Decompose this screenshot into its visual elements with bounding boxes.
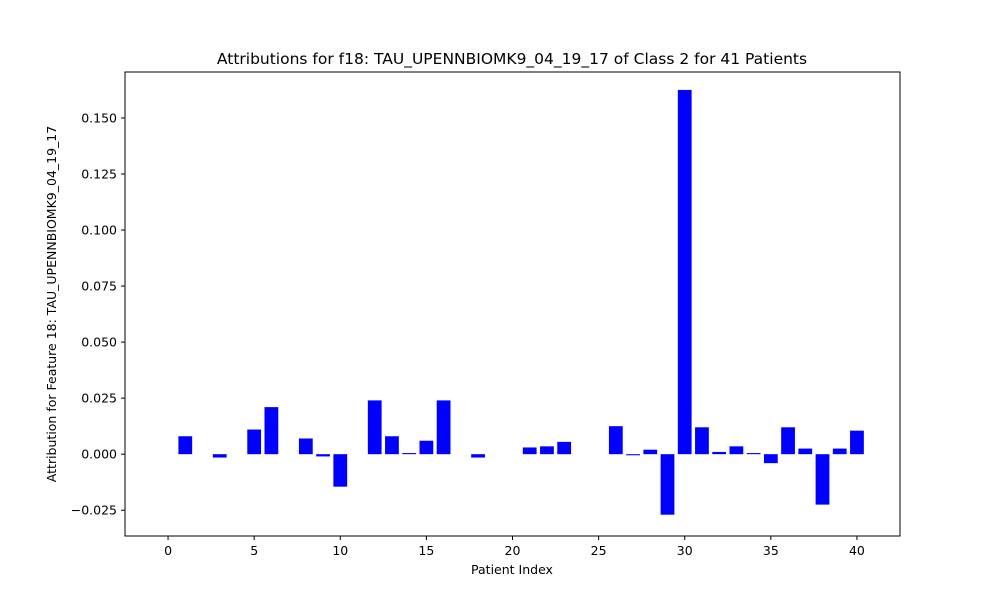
y-tick-label: 0.150 (81, 110, 117, 125)
bar-patient-14 (402, 453, 417, 455)
bar-patient-39 (832, 448, 847, 455)
x-tick-label: 10 (332, 543, 348, 558)
y-tick-label: 0.100 (81, 223, 117, 238)
y-axis: −0.025 0.000 0.025 0.050 0.075 0.100 0.125 0.15… (71, 110, 125, 518)
bar-patient-12 (367, 400, 382, 455)
bar-patient-28 (643, 449, 658, 455)
x-tick-label: 0 (164, 543, 172, 558)
bar-patient-33 (729, 446, 744, 455)
bar-patient-10 (333, 454, 348, 487)
bar-patient-3 (212, 454, 227, 458)
bar-patient-5 (247, 429, 262, 455)
bar-patient-30 (677, 89, 692, 455)
bar-patient-37 (798, 448, 813, 455)
x-tick-label: 30 (677, 543, 693, 558)
x-axis: 0 5 10 15 20 25 30 35 40 (164, 536, 865, 558)
bar-patient-16 (436, 400, 451, 455)
y-axis-label: Attribution for Feature 18: TAU_UPENNBIO… (44, 126, 59, 482)
bar-patient-23 (557, 441, 572, 455)
x-tick-label: 15 (418, 543, 434, 558)
x-tick-label: 35 (763, 543, 779, 558)
y-tick-label: 0.025 (81, 391, 117, 406)
bar-patient-32 (712, 451, 727, 455)
bar-patient-26 (608, 426, 623, 455)
bar-patient-36 (781, 427, 795, 455)
y-tick-label: 0.075 (81, 279, 117, 294)
y-tick-label: 0.125 (81, 166, 117, 181)
y-tick-label: −0.025 (71, 503, 117, 518)
bar-patient-38 (815, 454, 830, 505)
bar-patient-8 (298, 438, 313, 455)
bar-patient-22 (540, 446, 554, 455)
chart-title: Attributions for f18: TAU_UPENNBIOMK9_04… (217, 50, 807, 69)
x-axis-label: Patient Index (471, 562, 553, 577)
bar-patient-34 (746, 453, 761, 455)
bars-group (178, 89, 864, 515)
bar-patient-31 (695, 427, 709, 455)
y-tick-label: 0.000 (81, 447, 117, 462)
bar-patient-1 (178, 436, 193, 455)
x-tick-label: 20 (505, 543, 521, 558)
bar-patient-9 (316, 454, 330, 457)
bar-patient-35 (763, 454, 778, 464)
y-tick-label: 0.050 (81, 335, 117, 350)
bar-patient-29 (660, 454, 675, 515)
bar-patient-15 (419, 440, 434, 455)
x-tick-label: 5 (250, 543, 258, 558)
bar-patient-13 (385, 436, 399, 455)
bar-patient-21 (522, 447, 537, 455)
bar-patient-18 (471, 454, 485, 458)
bar-patient-40 (850, 430, 864, 455)
x-tick-label: 25 (591, 543, 607, 558)
bar-patient-6 (264, 407, 279, 455)
x-tick-label: 40 (849, 543, 865, 558)
plot-area-frame (124, 71, 901, 537)
bar-patient-27 (626, 454, 640, 456)
